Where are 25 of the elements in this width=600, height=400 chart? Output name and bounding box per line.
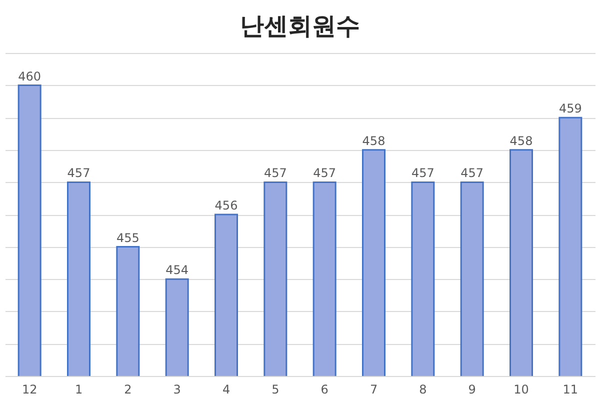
x-tick-label: 12 bbox=[22, 382, 38, 396]
x-tick-label: 2 bbox=[124, 382, 132, 396]
data-label: 457 bbox=[264, 166, 287, 180]
x-tick-label: 3 bbox=[173, 382, 181, 396]
data-label: 454 bbox=[166, 263, 189, 278]
chart-title: 난센회원수 bbox=[240, 12, 360, 40]
data-label: 457 bbox=[411, 166, 434, 180]
x-tick-label: 8 bbox=[419, 382, 427, 396]
data-label: 460 bbox=[18, 69, 42, 84]
data-label: 459 bbox=[558, 102, 582, 116]
x-tick-label: 11 bbox=[562, 382, 578, 396]
data-label: 457 bbox=[67, 166, 90, 180]
x-tick-label: 1 bbox=[74, 382, 83, 396]
x-tick-label: 5 bbox=[272, 382, 280, 396]
x-tick-label: 6 bbox=[320, 382, 328, 396]
data-label: 456 bbox=[214, 198, 238, 212]
x-tick-label: 4 bbox=[222, 382, 230, 396]
data-label: 457 bbox=[460, 166, 484, 180]
data-label: 458 bbox=[510, 134, 533, 148]
x-tick-label: 9 bbox=[468, 382, 476, 396]
x-tick-label: 10 bbox=[514, 382, 529, 396]
data-label: 455 bbox=[116, 230, 140, 245]
data-label: 458 bbox=[362, 134, 386, 148]
x-tick-label: 7 bbox=[370, 382, 378, 396]
data-label: 457 bbox=[313, 166, 336, 180]
